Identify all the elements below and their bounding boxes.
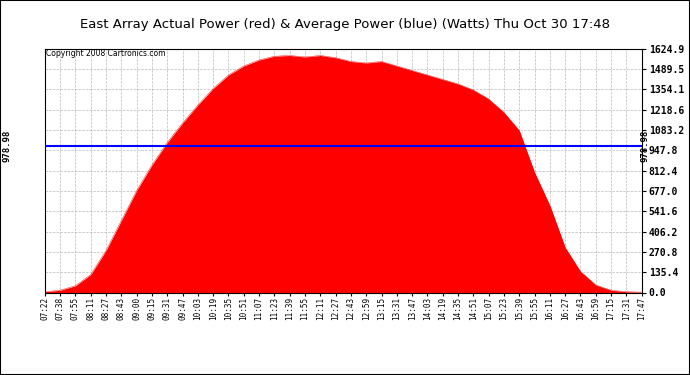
Text: 978.98: 978.98 xyxy=(2,129,12,162)
Text: East Array Actual Power (red) & Average Power (blue) (Watts) Thu Oct 30 17:48: East Array Actual Power (red) & Average … xyxy=(80,18,610,31)
Text: 978.98: 978.98 xyxy=(640,129,650,162)
Text: Copyright 2008 Cartronics.com: Copyright 2008 Cartronics.com xyxy=(46,49,166,58)
